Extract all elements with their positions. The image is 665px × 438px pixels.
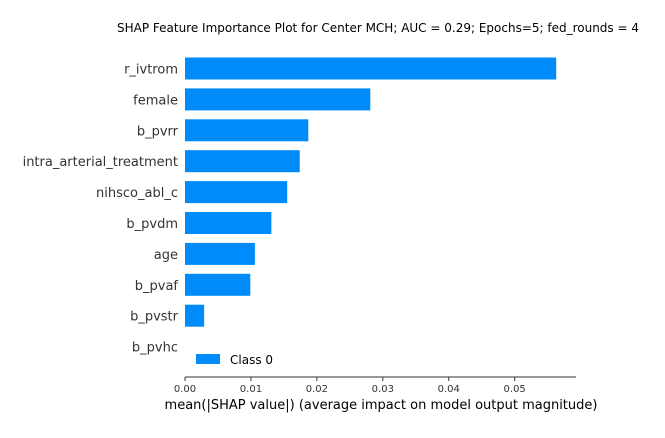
category-label-b-pvrr: b_pvrr	[137, 124, 179, 139]
bar-intra-arterial-treatment	[185, 150, 300, 173]
category-label-nihsco-abl-c: nihsco_abl_c	[96, 186, 178, 201]
chart-title: SHAP Feature Importance Plot for Center …	[117, 21, 639, 35]
bar-age	[185, 242, 255, 265]
x-tick-label: 0.00	[174, 384, 196, 395]
bar-b-pvstr	[185, 304, 205, 327]
bar-b-pvdm	[185, 212, 272, 234]
bar-female	[185, 88, 371, 111]
bar-r-ivtrom	[185, 57, 557, 80]
category-label-b-pvhc: b_pvhc	[132, 341, 178, 356]
bar-nihsco-abl-c	[185, 181, 288, 204]
x-axis-ticks: 0.00 0.01 0.02 0.03 0.04 0.05	[174, 377, 526, 395]
legend-label-class-0: Class 0	[230, 353, 273, 367]
bar-b-pvaf	[185, 273, 251, 296]
category-label-intra-arterial-treatment: intra_arterial_treatment	[23, 155, 178, 170]
x-tick-label: 0.01	[240, 384, 262, 395]
category-label-b-pvstr: b_pvstr	[130, 310, 179, 325]
x-tick-label: 0.02	[306, 384, 328, 395]
category-label-age: age	[154, 248, 178, 263]
bars-group	[185, 57, 557, 327]
x-axis-label: mean(|SHAP value|) (average impact on mo…	[165, 398, 598, 413]
legend-swatch	[196, 354, 220, 364]
x-tick-label: 0.04	[438, 384, 460, 395]
x-tick-label: 0.05	[504, 384, 526, 395]
category-label-b-pvaf: b_pvaf	[135, 279, 179, 294]
bar-b-pvrr	[185, 119, 309, 142]
category-label-female: female	[133, 93, 178, 108]
legend: Class 0	[196, 353, 273, 367]
category-label-r-ivtrom: r_ivtrom	[124, 63, 178, 78]
x-tick-label: 0.03	[372, 384, 394, 395]
category-label-b-pvdm: b_pvdm	[126, 217, 178, 232]
